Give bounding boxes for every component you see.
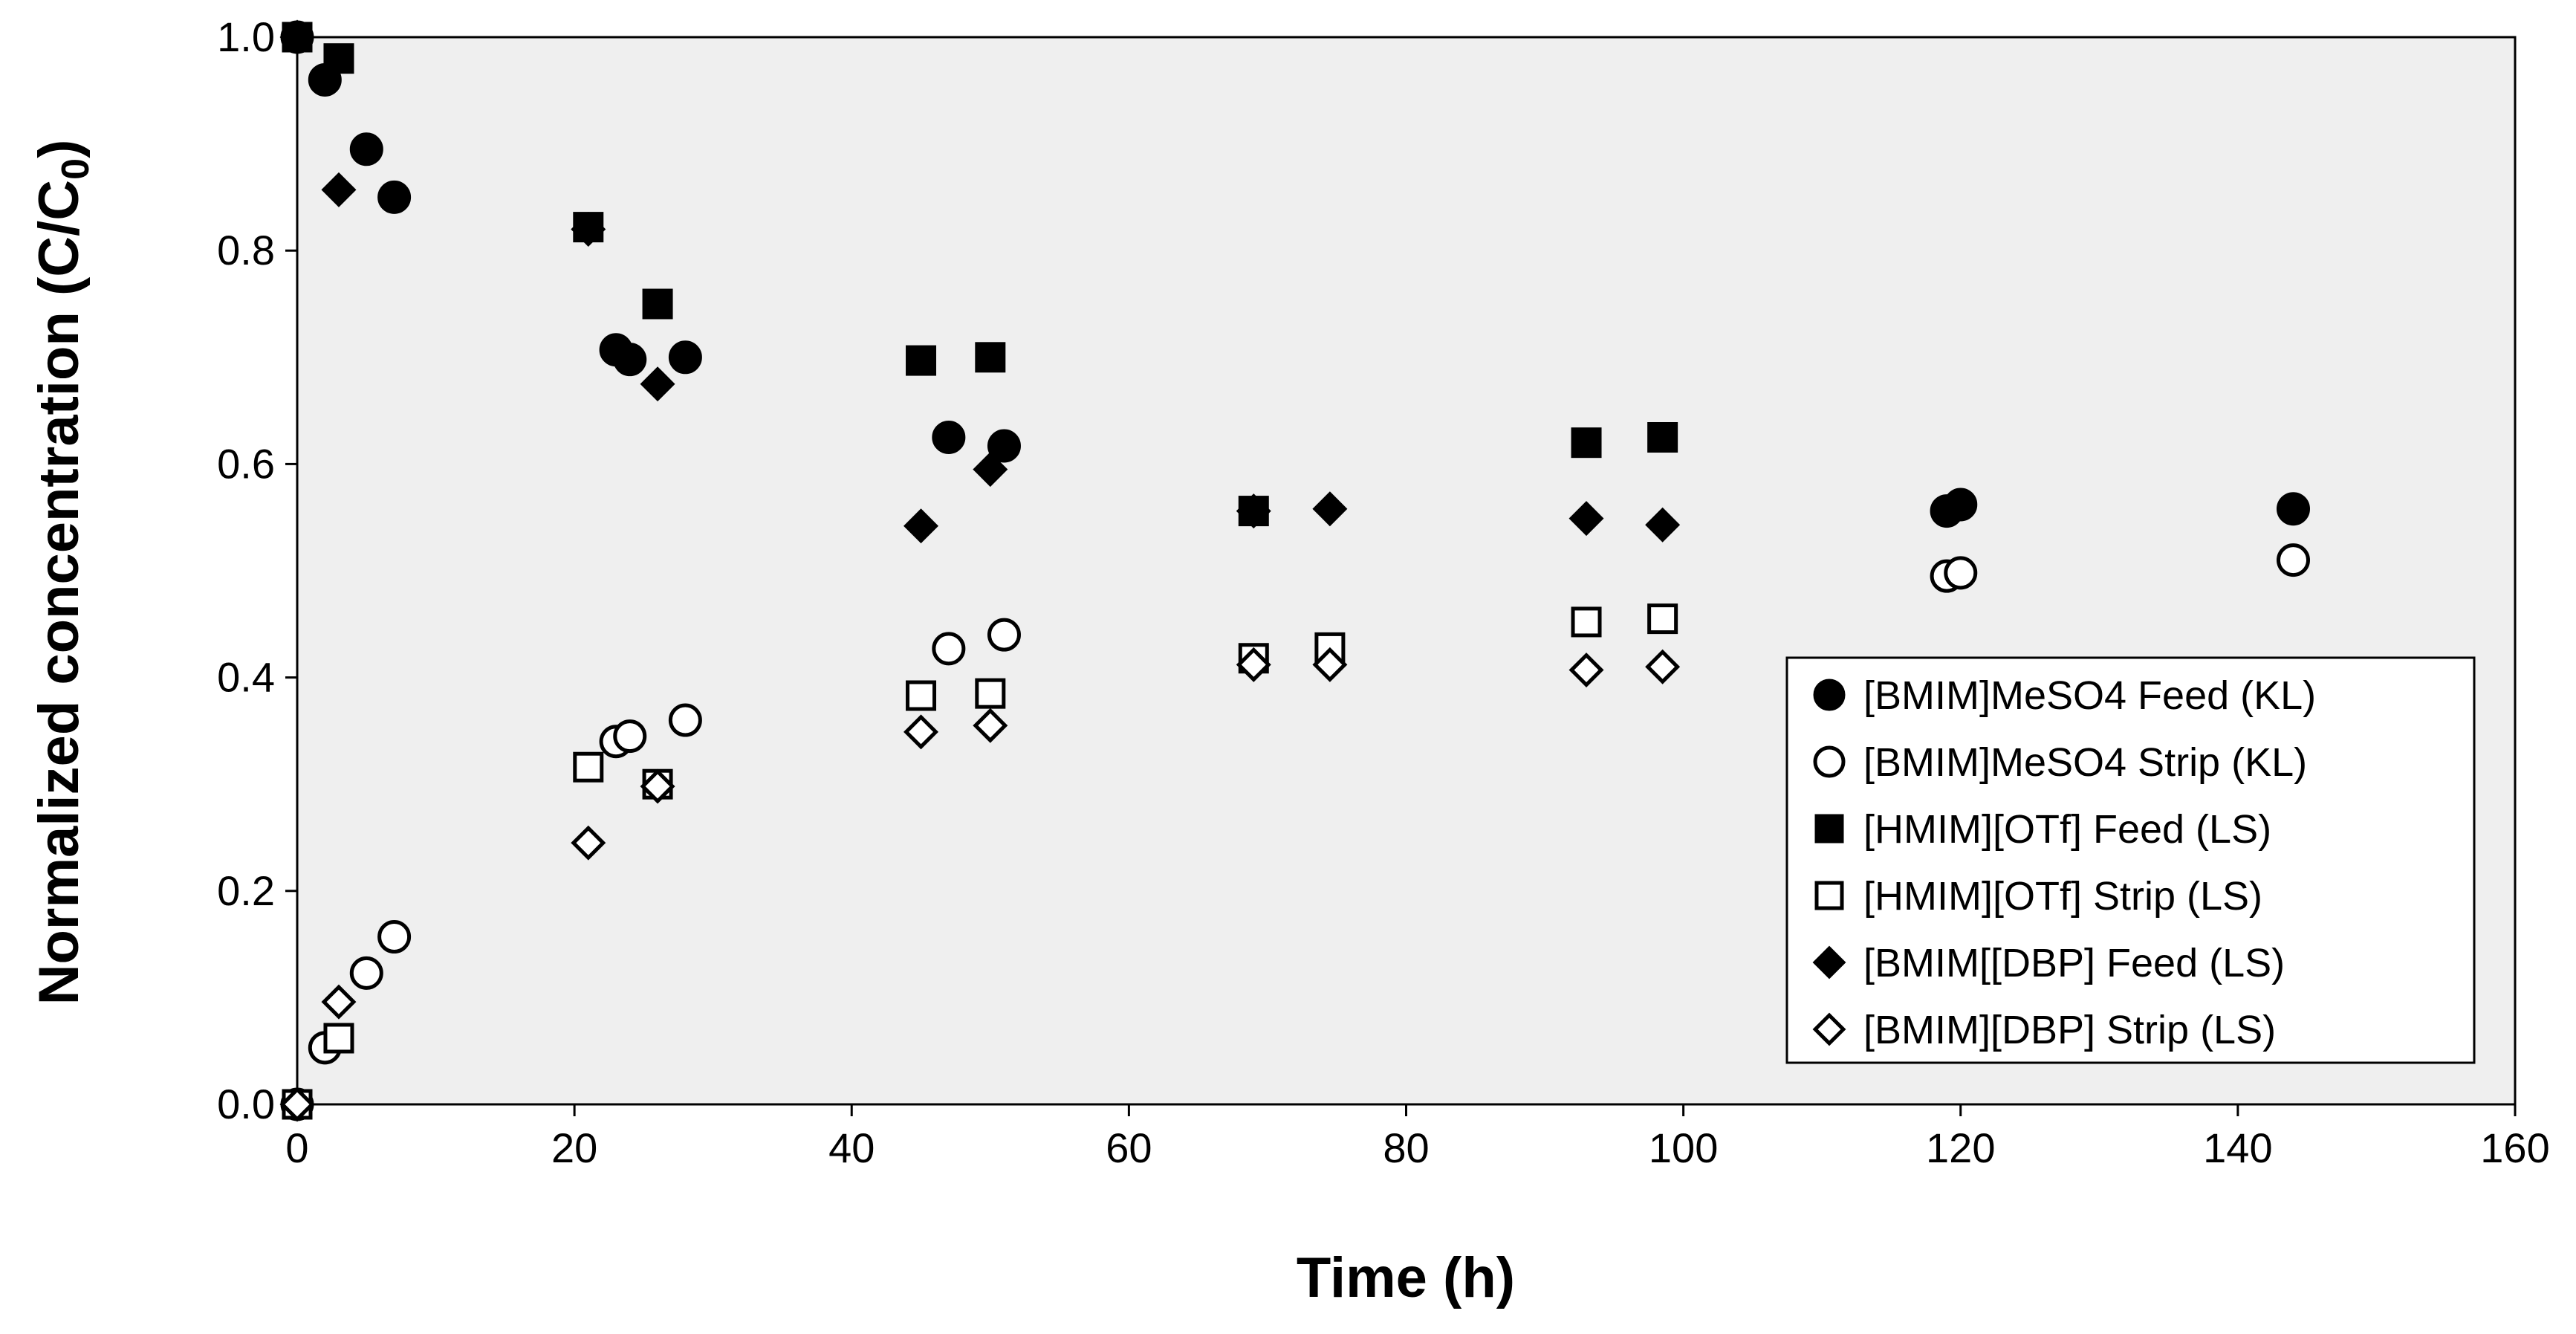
data-point-4-4 xyxy=(903,508,939,544)
data-point-3-2 xyxy=(573,751,604,783)
y-tick-label: 1.0 xyxy=(217,13,275,60)
x-tick-label: 20 xyxy=(551,1124,597,1171)
data-point-4-7 xyxy=(1312,491,1348,527)
data-point-0-11 xyxy=(2277,492,2310,526)
data-point-0-6 xyxy=(668,340,702,375)
y-tick-label: 0.2 xyxy=(217,867,275,914)
legend-label-2: [HMIM][OTf] Feed (LS) xyxy=(1863,807,2271,852)
data-point-4-3 xyxy=(640,366,675,402)
data-point-0-7 xyxy=(932,421,966,454)
data-point-2-1 xyxy=(323,43,354,74)
legend-marker-4 xyxy=(1812,945,1846,980)
legend-label-4: [BMIM[[DBP] Feed (LS) xyxy=(1863,941,2285,985)
data-point-1-7 xyxy=(932,632,966,666)
x-tick-label: 0 xyxy=(285,1124,308,1171)
series-0 xyxy=(280,20,2310,528)
series-4 xyxy=(279,19,1681,544)
x-tick-label: 120 xyxy=(1926,1124,1995,1171)
data-point-5-7 xyxy=(1312,647,1348,682)
data-point-1-6 xyxy=(668,703,702,737)
data-point-0-10 xyxy=(1944,488,1978,522)
legend-marker-0 xyxy=(1813,679,1846,711)
data-point-5-1 xyxy=(321,984,357,1020)
data-point-4-9 xyxy=(1645,507,1681,543)
data-point-2-7 xyxy=(1571,427,1602,459)
y-axis-title: Normalized concentration (C/C0) xyxy=(27,140,97,1006)
data-point-2-5 xyxy=(975,342,1006,373)
data-point-5-5 xyxy=(973,708,1008,743)
data-point-5-3 xyxy=(640,768,675,804)
data-point-1-11 xyxy=(2277,543,2310,577)
data-point-4-8 xyxy=(1568,501,1604,537)
data-point-5-6 xyxy=(1236,647,1271,682)
data-point-4-5 xyxy=(973,452,1008,488)
data-points xyxy=(279,19,2310,1122)
y-tick-label: 0.8 xyxy=(217,227,275,273)
data-point-4-0 xyxy=(279,19,315,55)
data-point-1-10 xyxy=(1944,556,1978,590)
data-point-4-2 xyxy=(571,211,606,247)
data-point-1-5 xyxy=(613,719,647,754)
data-point-3-5 xyxy=(975,678,1006,709)
data-point-1-3 xyxy=(377,920,412,954)
data-point-2-8 xyxy=(1647,422,1678,453)
x-axis-title: Time (h) xyxy=(1297,1246,1515,1309)
x-tick-label: 160 xyxy=(2480,1124,2549,1171)
data-point-5-8 xyxy=(1568,653,1604,688)
x-axis-ticks: 0 20 40 60 80 100 120 140 160 xyxy=(285,1104,2550,1171)
data-point-5-9 xyxy=(1645,649,1681,684)
y-tick-label: 0.6 xyxy=(217,440,275,487)
data-point-2-3 xyxy=(642,288,673,320)
data-point-3-9 xyxy=(1647,603,1678,635)
legend-label-1: [BMIM]MeSO4 Strip (KL) xyxy=(1863,740,2307,785)
y-tick-label: 0.4 xyxy=(217,654,275,701)
data-point-0-5 xyxy=(613,343,647,377)
y-axis-ticks: 0.0 0.2 0.4 0.6 0.8 1.0 xyxy=(217,13,297,1127)
legend-marker-1 xyxy=(1813,745,1846,778)
data-point-4-6 xyxy=(1236,493,1271,529)
data-point-5-0 xyxy=(279,1087,315,1122)
data-point-0-3 xyxy=(377,180,412,214)
data-point-4-1 xyxy=(321,172,357,207)
x-tick-label: 60 xyxy=(1106,1124,1152,1171)
x-tick-label: 140 xyxy=(2203,1124,2272,1171)
data-point-5-4 xyxy=(903,714,939,750)
data-point-5-2 xyxy=(571,825,606,861)
legend-label-0: [BMIM]MeSO4 Feed (KL) xyxy=(1863,673,2316,718)
x-tick-label: 40 xyxy=(828,1124,875,1171)
data-point-3-4 xyxy=(906,680,937,711)
series-5 xyxy=(279,647,1681,1122)
legend-label-5: [BMIM][DBP] Strip (LS) xyxy=(1863,1008,2276,1052)
data-point-0-8 xyxy=(987,429,1021,463)
data-point-0-2 xyxy=(349,132,383,166)
y-axis-title-main: Normalized concentration (C/C xyxy=(27,180,91,1006)
data-point-1-8 xyxy=(987,618,1021,652)
y-axis-title-close: ) xyxy=(27,140,91,158)
legend-marker-3 xyxy=(1814,881,1844,910)
legend-label-3: [HMIM][OTf] Strip (LS) xyxy=(1863,874,2262,919)
data-point-3-8 xyxy=(1571,606,1602,638)
legend-box xyxy=(1785,656,2476,1064)
legend: [BMIM]MeSO4 Feed (KL) [BMIM]MeSO4 Strip (… xyxy=(1785,656,2476,1064)
x-tick-label: 100 xyxy=(1649,1124,1718,1171)
data-point-3-1 xyxy=(323,1023,354,1054)
data-point-1-2 xyxy=(349,956,383,990)
x-tick-label: 80 xyxy=(1383,1124,1429,1171)
legend-marker-5 xyxy=(1812,1012,1846,1046)
y-tick-label: 0.0 xyxy=(217,1081,275,1127)
legend-marker-2 xyxy=(1814,814,1844,844)
y-axis-title-subscript: 0 xyxy=(54,158,97,180)
data-point-2-4 xyxy=(906,345,937,376)
